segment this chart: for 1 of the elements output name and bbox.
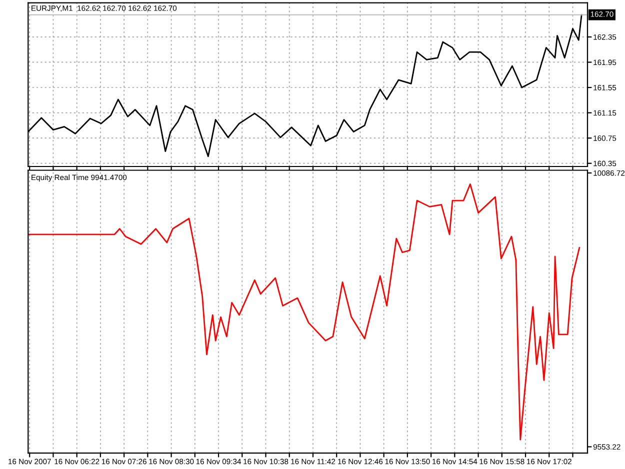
line-series — [28, 183, 580, 440]
